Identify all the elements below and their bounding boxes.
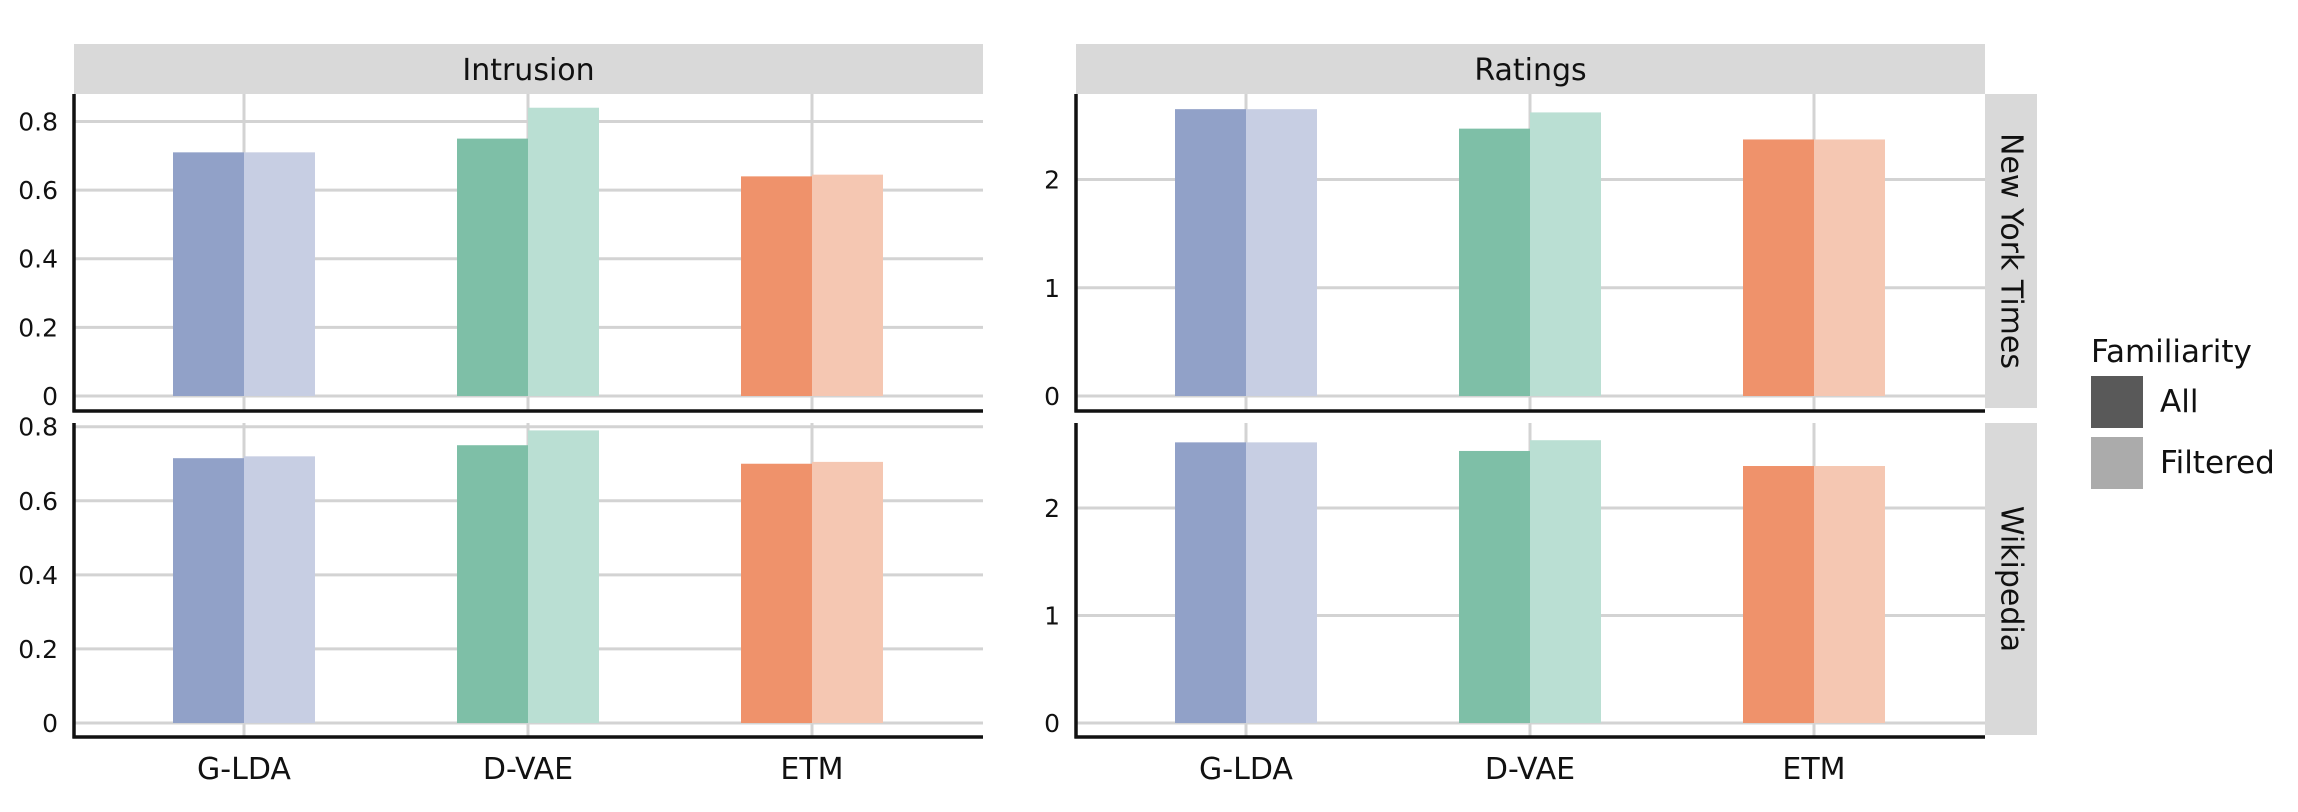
strip-intrusion xyxy=(74,44,983,94)
legend-swatch-all xyxy=(2091,376,2143,428)
bar-g-lda-filtered xyxy=(1246,109,1317,397)
legend-label-all: All xyxy=(2160,384,2198,420)
y-tick-label: 0.2 xyxy=(18,313,58,342)
bar-g-lda-all xyxy=(173,152,244,396)
legend-title: Familiarity xyxy=(2091,334,2252,370)
legend-swatch-filtered xyxy=(2091,437,2143,489)
y-tick-label: 0.8 xyxy=(18,107,58,136)
strip-wikipedia xyxy=(1985,423,2037,735)
strip-ratings xyxy=(1076,44,1985,94)
x-category-label: D-VAE xyxy=(483,752,573,787)
y-tick-label: 0 xyxy=(42,709,58,738)
panel-ratings-new-york-times: 0 1 2 xyxy=(1044,94,1985,413)
legend: Familiarity All Filtered xyxy=(2091,334,2275,489)
strip-new-york-times xyxy=(1985,94,2037,408)
strip-label-wikipedia: Wikipedia xyxy=(1994,506,2029,652)
bar-etm-filtered xyxy=(1814,466,1885,723)
y-tick-label: 2 xyxy=(1044,494,1060,523)
y-tick-label: 0.4 xyxy=(18,245,58,274)
bar-d-vae-filtered xyxy=(528,107,599,397)
bar-etm-all xyxy=(1743,139,1814,396)
y-tick-label: 0.2 xyxy=(18,635,58,664)
panel-intrusion-wikipedia: 0 0.2 0.4 0.6 0.8 G-LDA D-VAE ETM xyxy=(18,413,983,787)
bar-d-vae-all xyxy=(1459,128,1530,396)
y-tick-label: 0 xyxy=(1044,709,1060,738)
bar-d-vae-all xyxy=(457,445,528,723)
y-tick-label: 0.6 xyxy=(18,176,58,205)
bar-g-lda-all xyxy=(1175,109,1246,397)
y-tick-label: 0 xyxy=(1044,382,1060,411)
y-tick-label: 0.6 xyxy=(18,487,58,516)
x-category-label: G-LDA xyxy=(1199,752,1293,787)
strip-label-new-york-times: New York Times xyxy=(1994,133,2029,369)
bar-etm-filtered xyxy=(812,461,883,723)
x-category-label: ETM xyxy=(1782,752,1845,787)
bar-g-lda-all xyxy=(1175,442,1246,723)
y-tick-label: 0 xyxy=(42,382,58,411)
x-category-label: ETM xyxy=(780,752,843,787)
bar-etm-all xyxy=(1743,466,1814,723)
bar-g-lda-filtered xyxy=(244,456,315,723)
x-category-label: G-LDA xyxy=(197,752,291,787)
y-tick-label: 1 xyxy=(1044,601,1060,630)
bar-g-lda-filtered xyxy=(1246,442,1317,723)
y-tick-label: 1 xyxy=(1044,274,1060,303)
y-tick-label: 2 xyxy=(1044,166,1060,195)
bar-d-vae-filtered xyxy=(1530,112,1601,397)
panel-intrusion-new-york-times: 0 0.2 0.4 0.6 0.8 xyxy=(18,94,983,413)
x-category-label: D-VAE xyxy=(1485,752,1575,787)
strip-label-intrusion: Intrusion xyxy=(462,53,594,88)
bar-d-vae-all xyxy=(1459,450,1530,723)
bar-g-lda-filtered xyxy=(244,152,315,396)
bar-etm-all xyxy=(741,176,812,396)
y-tick-label: 0.4 xyxy=(18,561,58,590)
bar-etm-filtered xyxy=(1814,139,1885,396)
strip-label-ratings: Ratings xyxy=(1474,53,1586,88)
bar-d-vae-filtered xyxy=(1530,440,1601,723)
y-tick-label: 0.8 xyxy=(18,413,58,442)
bar-etm-filtered xyxy=(812,174,883,396)
bar-d-vae-all xyxy=(457,138,528,396)
panel-ratings-wikipedia: 0 1 2 G-LDA D-VAE ETM xyxy=(1044,423,1985,787)
bar-d-vae-filtered xyxy=(528,430,599,723)
bar-g-lda-all xyxy=(173,458,244,723)
bar-etm-all xyxy=(741,463,812,723)
legend-label-filtered: Filtered xyxy=(2160,445,2275,481)
strips-layer: Intrusion Ratings New York Times Wikipedia xyxy=(74,44,2037,735)
